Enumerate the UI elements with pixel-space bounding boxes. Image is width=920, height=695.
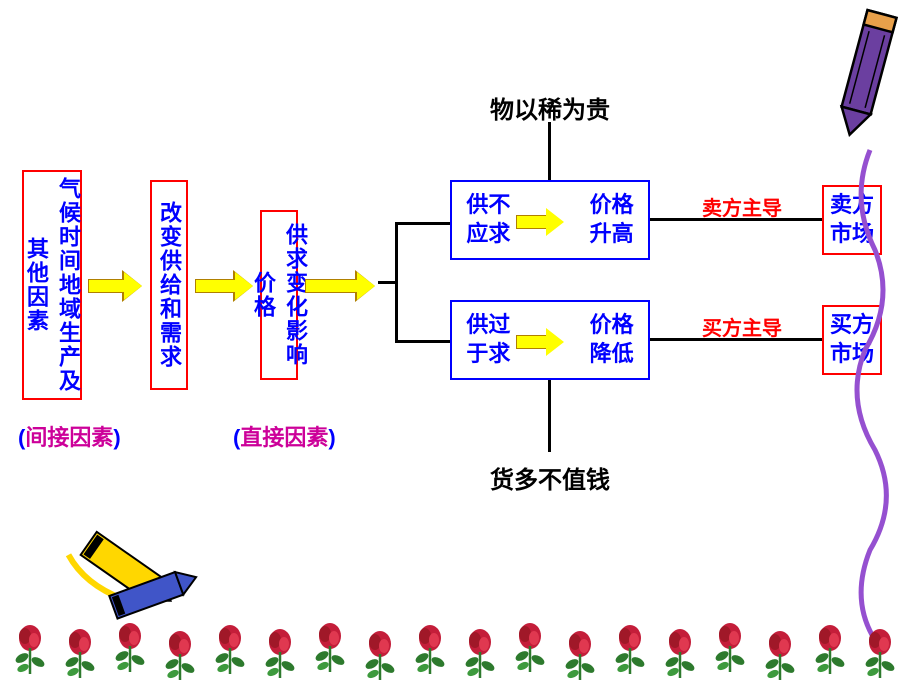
change-supply-demand-text: 改变供给和需求 bbox=[153, 201, 185, 369]
supply-excess-right: 价格降低 bbox=[588, 311, 636, 368]
arrow-4-icon bbox=[516, 208, 564, 236]
top-vert bbox=[548, 122, 551, 180]
arrow-2-icon bbox=[195, 272, 253, 300]
indirect-factors-text: 气候时间地域生产及其他因素 bbox=[20, 172, 84, 398]
buyer-line bbox=[650, 338, 822, 341]
buyer-led-label: 买方主导 bbox=[702, 312, 782, 341]
arrow-5-icon bbox=[516, 328, 564, 356]
seller-led-label: 卖方主导 bbox=[702, 192, 782, 221]
arrow-1-icon bbox=[88, 272, 142, 300]
supply-short-left: 供不应求 bbox=[464, 191, 512, 248]
seller-line bbox=[650, 218, 822, 221]
arrow-3-icon bbox=[305, 272, 375, 300]
roses-border bbox=[0, 608, 920, 690]
supply-demand-change-box: 供求变化影响价格 bbox=[260, 210, 298, 380]
abundance-label: 货多不值钱 bbox=[490, 460, 610, 495]
supply-short-right: 价格升高 bbox=[588, 191, 636, 248]
bracket-stub bbox=[378, 281, 396, 284]
scarcity-label: 物以稀为贵 bbox=[490, 90, 610, 125]
direct-label: (直接因素) bbox=[233, 420, 336, 452]
supply-demand-change-text: 供求变化影响价格 bbox=[247, 212, 311, 378]
bot-vert bbox=[548, 380, 551, 452]
indirect-label: (间接因素) bbox=[18, 420, 121, 452]
bracket-top bbox=[395, 222, 450, 225]
crayon-purple-icon bbox=[820, 0, 920, 690]
bracket-bot bbox=[395, 340, 450, 343]
supply-excess-left: 供过于求 bbox=[464, 311, 512, 368]
indirect-factors-box: 气候时间地域生产及其他因素 bbox=[22, 170, 82, 400]
change-supply-demand-box: 改变供给和需求 bbox=[150, 180, 188, 390]
